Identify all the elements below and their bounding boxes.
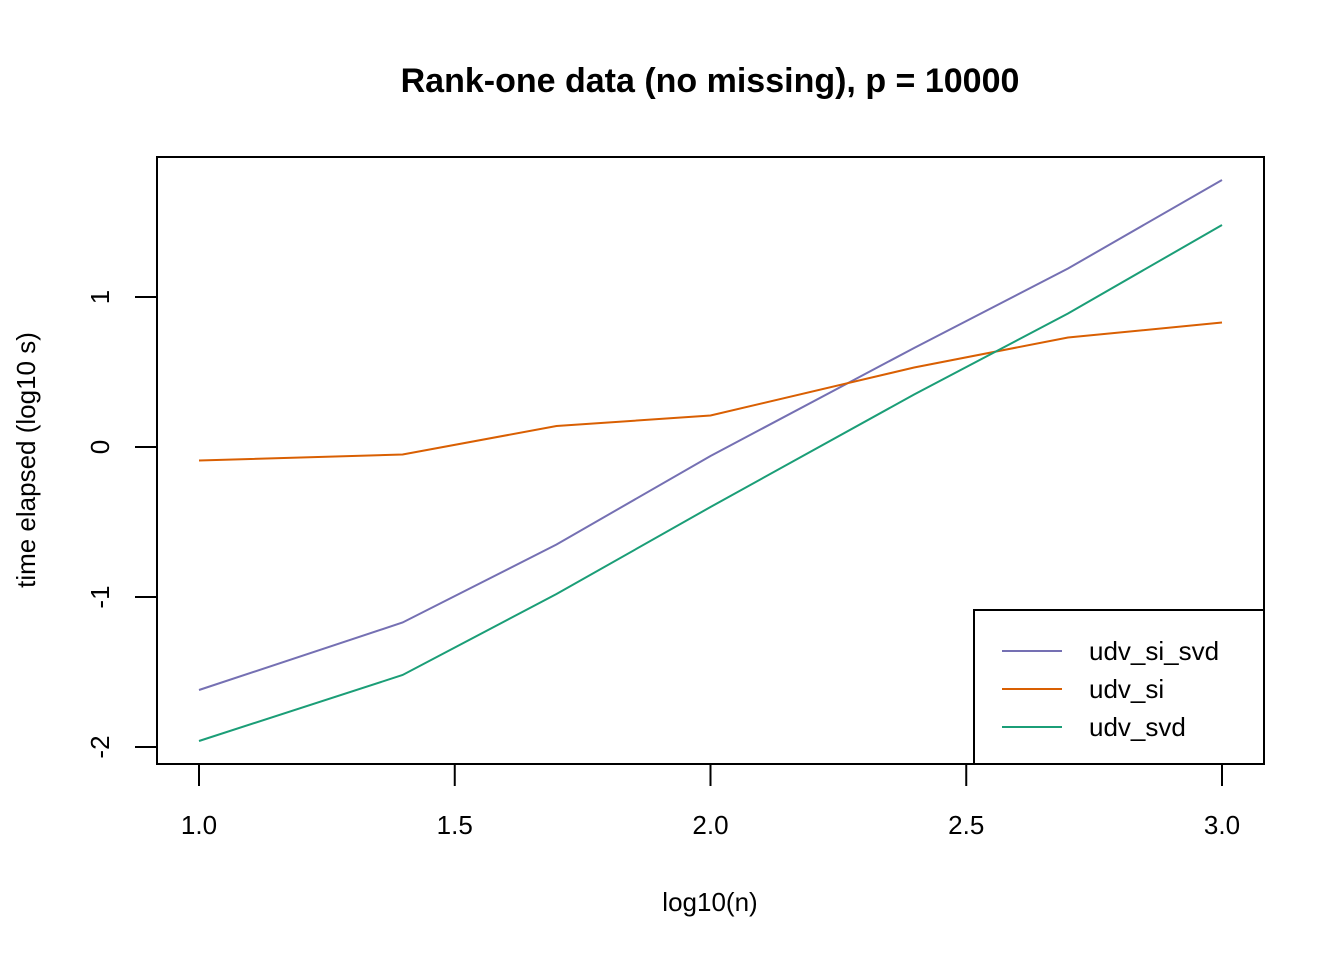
x-axis: 1.0 1.5 2.0 2.5 3.0 [181,763,1240,840]
y-tick-label: 0 [85,440,115,454]
series-line-udv-svd [198,224,1223,742]
y-axis-label: time elapsed (log10 s) [11,332,41,588]
legend: udv_si_svd udv_si udv_svd [973,609,1265,765]
y-tick-label: -1 [85,585,115,608]
x-tick-label: 1.5 [437,810,473,840]
legend-label: udv_si_svd [1089,636,1219,666]
series-line-udv-si-svd [198,179,1223,691]
chart-title: Rank-one data (no missing), p = 10000 [401,62,1020,100]
y-tick-label: -2 [85,735,115,758]
legend-box [973,609,1265,765]
x-axis-label: log10(n) [662,887,757,917]
series-lines [198,179,1223,742]
y-tick-label: 1 [85,290,115,304]
y-axis: -2 -1 0 1 [85,290,158,759]
legend-label: udv_svd [1089,712,1186,742]
x-tick-label: 1.0 [181,810,217,840]
x-tick-label: 3.0 [1204,810,1240,840]
x-tick-label: 2.0 [692,810,728,840]
x-tick-label: 2.5 [948,810,984,840]
legend-label: udv_si [1089,674,1164,704]
series-line-udv-si [198,321,1223,462]
